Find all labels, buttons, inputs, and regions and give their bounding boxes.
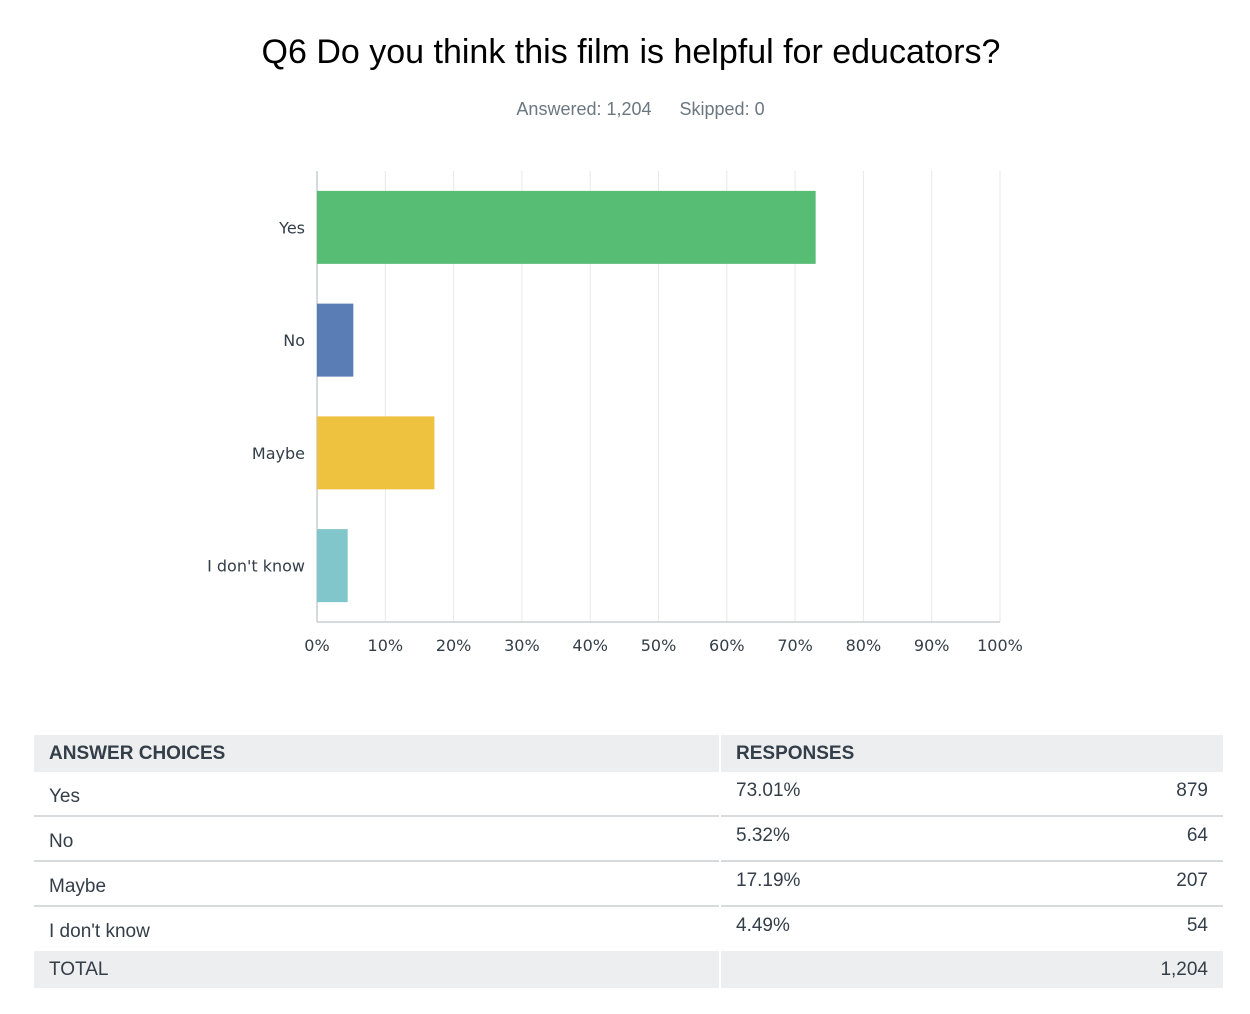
response-count: 64: [1186, 825, 1208, 846]
table-row: I don't know 4.49% 54: [34, 907, 1223, 951]
x-tick-label: 60%: [709, 636, 745, 655]
category-label: Yes: [278, 218, 305, 237]
response-count: 879: [1176, 780, 1208, 801]
responses-table: ANSWER CHOICES RESPONSES Yes 73.01% 879 N…: [34, 735, 1223, 988]
x-tick-label: 10%: [368, 636, 404, 655]
choice-cell: Yes: [34, 772, 719, 817]
question-title: Q6 Do you think this film is helpful for…: [261, 33, 1001, 71]
x-tick-label: 50%: [641, 636, 677, 655]
response-count: 54: [1186, 915, 1208, 936]
response-percent: 73.01%: [736, 780, 801, 801]
x-tick-label: 0%: [304, 636, 329, 655]
choice-label: Maybe: [49, 876, 107, 897]
category-label: No: [283, 331, 305, 350]
x-tick-label: 100%: [977, 636, 1023, 655]
bar-no: [317, 303, 354, 377]
x-tick-label: 70%: [777, 636, 813, 655]
table-header-row: ANSWER CHOICES RESPONSES: [34, 735, 1223, 772]
response-cell: 17.19% 207: [721, 862, 1223, 907]
x-tick-label: 20%: [436, 636, 472, 655]
response-percent: 4.49%: [736, 915, 790, 936]
response-percent: 17.19%: [736, 870, 801, 891]
choice-cell: I don't know: [34, 907, 719, 951]
header-answer-choices: ANSWER CHOICES: [34, 735, 719, 772]
response-cell: 5.32% 64: [721, 817, 1223, 862]
total-label: TOTAL: [49, 959, 109, 980]
x-tick-label: 80%: [846, 636, 882, 655]
table-total-row: TOTAL 1,204: [34, 951, 1223, 988]
total-count: 1,204: [1160, 959, 1208, 980]
x-tick-label: 90%: [914, 636, 950, 655]
response-percent: 5.32%: [736, 825, 790, 846]
answered-count: Answered: 1,204: [516, 99, 652, 119]
x-tick-label: 40%: [572, 636, 608, 655]
bar-i-don-t-know: [317, 529, 348, 603]
bar-chart: 0% 10% 20% 30% 40% 50% 60% 70% 80% 90% 100% Yes No Ma…: [207, 171, 1023, 655]
response-cell: 73.01% 879: [721, 772, 1223, 817]
total-label-cell: TOTAL: [34, 951, 719, 988]
total-count-cell: 1,204: [721, 951, 1223, 988]
choice-label: I don't know: [49, 921, 150, 942]
choice-label: Yes: [49, 786, 80, 807]
response-count: 207: [1176, 870, 1208, 891]
table-row: Maybe 17.19% 207: [34, 862, 1223, 907]
choice-label: No: [49, 831, 74, 852]
table-row: Yes 73.01% 879: [34, 772, 1223, 817]
choice-cell: Maybe: [34, 862, 719, 907]
category-label: I don't know: [207, 557, 305, 576]
x-tick-label: 30%: [504, 636, 540, 655]
skipped-count: Skipped: 0: [679, 99, 765, 119]
category-label: Maybe: [252, 444, 305, 463]
response-summary: Answered: 1,204 Skipped: 0: [0, 99, 1250, 120]
choice-cell: No: [34, 817, 719, 862]
table-row: No 5.32% 64: [34, 817, 1223, 862]
bar-maybe: [317, 416, 435, 490]
bar-yes: [317, 190, 816, 264]
response-cell: 4.49% 54: [721, 907, 1223, 951]
header-responses: RESPONSES: [721, 735, 1223, 772]
